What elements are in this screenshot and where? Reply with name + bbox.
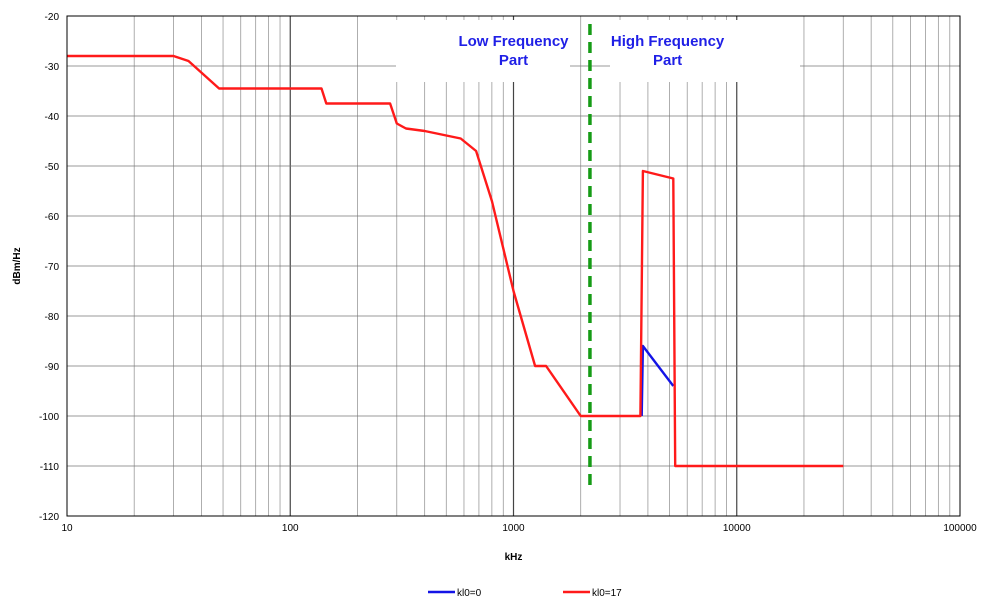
y-axis-label: dBm/Hz [12, 247, 23, 284]
y-tick-label: -40 [45, 112, 60, 123]
y-tick-label: -120 [39, 512, 59, 523]
annotation-text: Low Frequency [458, 33, 569, 50]
annotation-text: High Frequency [611, 33, 725, 50]
plot-border [66, 15, 961, 517]
legend: kl0=0 kl0=17 [428, 588, 622, 599]
annotation-box [396, 20, 570, 82]
annotation-text: Part [653, 52, 682, 69]
legend-label: kl0=0 [457, 588, 482, 599]
y-tick-label: -90 [45, 362, 60, 373]
y-tick-label: -110 [40, 462, 60, 473]
annotation-box [610, 20, 800, 82]
annotation-boxes [396, 20, 800, 82]
y-tick-label: -100 [39, 412, 59, 423]
x-tick-label: 10000 [723, 523, 751, 534]
series-lines [67, 54, 844, 468]
y-tick-label: -30 [45, 62, 60, 73]
series-line [67, 54, 844, 468]
annotations: Low Frequency Part High Frequency Part [458, 33, 724, 69]
annotation-text: Part [499, 52, 528, 69]
legend-label: kl0=17 [592, 588, 622, 599]
y-tick-label: -50 [45, 162, 60, 173]
y-tick-label: -80 [45, 312, 60, 323]
x-tick-label: 10 [61, 523, 73, 534]
x-tick-label: 100 [282, 523, 299, 534]
y-tick-label: -20 [45, 12, 60, 23]
y-tick-label: -60 [45, 212, 60, 223]
series-line [640, 344, 675, 417]
x-tick-label: 100000 [943, 523, 977, 534]
y-tick-label: -70 [45, 262, 60, 273]
x-tick-label: 1000 [502, 523, 525, 534]
x-axis-label: kHz [505, 552, 523, 563]
